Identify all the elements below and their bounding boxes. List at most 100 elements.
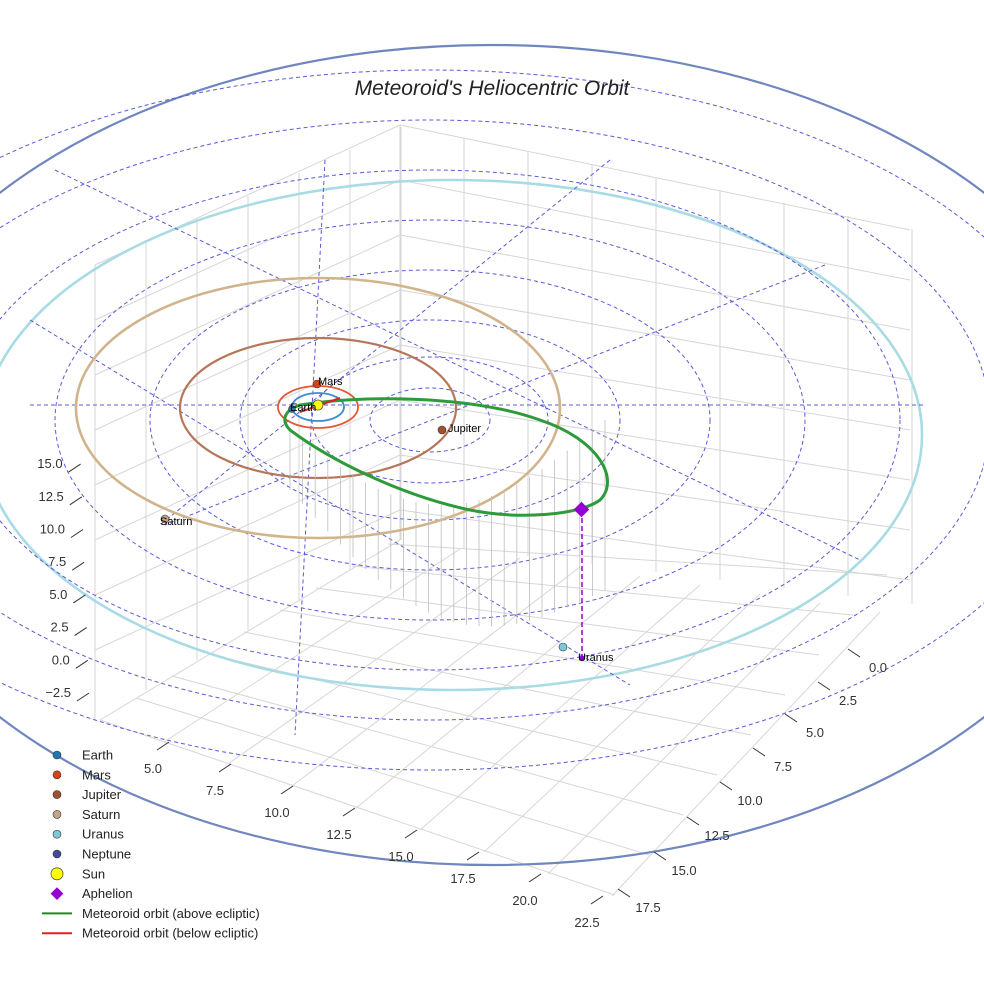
uranus-orbit: [0, 178, 924, 692]
axis-grid: [94, 124, 913, 897]
x-tick-label: 17.5: [450, 871, 475, 886]
y-tick-label: 0.0: [869, 660, 887, 675]
x-tick-mark: [218, 763, 232, 773]
y-tick-mark: [719, 781, 733, 791]
grid-line: [94, 179, 401, 321]
y-tick-label: 17.5: [635, 900, 660, 915]
z-tick-mark: [69, 496, 83, 506]
z-tick-label: 10.0: [40, 522, 65, 537]
axis-ticks: −2.5 0.0 2.5 5.0 7.5 10.0 12.5 15.0 5.0 7.5 10.0 12…: [37, 456, 887, 930]
grid-line: [399, 509, 911, 581]
y-tick-label: 2.5: [839, 693, 857, 708]
grid-line: [227, 557, 521, 765]
ecliptic-ring: [0, 69, 984, 771]
y-tick-label: 15.0: [671, 863, 696, 878]
legend-label: Neptune: [82, 847, 131, 862]
legend-marker: [50, 867, 64, 881]
legend-label: Meteoroid orbit (below ecliptic): [82, 926, 258, 941]
grid-line: [387, 543, 888, 576]
ecliptic-ring: [239, 319, 621, 521]
x-tick-mark: [466, 851, 480, 861]
grid-line: [399, 234, 911, 331]
aphelion-marker: [573, 501, 590, 518]
legend-marker: [52, 750, 62, 760]
grid-line: [171, 675, 684, 816]
y-tick-label: 7.5: [774, 759, 792, 774]
legend-label: Jupiter: [82, 787, 122, 802]
jupiter-orbit: [178, 336, 458, 480]
uranus-point: [558, 642, 568, 652]
ecliptic-radial: [159, 159, 611, 526]
ecliptic-ring: [0, 169, 901, 671]
neptune-ref-point: [579, 655, 585, 661]
chart-title: Meteoroid's Heliocentric Orbit: [355, 77, 631, 100]
legend: Earth Mars Jupiter Saturn Uranus Neptune Sun Ap…: [42, 748, 260, 941]
label-jupiter: Jupiter: [448, 423, 481, 435]
grid-line: [135, 697, 650, 856]
z-tick-mark: [75, 659, 89, 669]
grid-line: [279, 609, 786, 696]
z-tick-label: 7.5: [48, 554, 66, 569]
legend-label: Aphelion: [82, 886, 133, 901]
y-tick-mark: [653, 851, 667, 861]
drop-lines: [289, 420, 606, 627]
x-tick-mark: [528, 873, 542, 883]
x-tick-mark: [342, 807, 356, 817]
grid-line: [399, 179, 911, 281]
ecliptic-ring: [369, 387, 491, 453]
x-tick-label: 22.5: [574, 915, 599, 930]
z-tick-mark: [73, 594, 86, 604]
z-tick-label: 2.5: [51, 620, 69, 635]
legend-label: Earth: [82, 748, 113, 763]
label-earth: Earth: [290, 402, 316, 414]
x-tick-label: 12.5: [326, 827, 351, 842]
grid-line: [94, 289, 401, 431]
z-tick-mark: [74, 627, 87, 637]
label-uranus: Uranus: [578, 652, 614, 664]
ecliptic-ring: [0, 119, 984, 721]
label-saturn: Saturn: [160, 516, 192, 528]
ecliptic-grid: [0, 69, 984, 771]
ecliptic-radial: [54, 169, 861, 561]
sun-point: [312, 399, 324, 411]
grid-line: [243, 631, 752, 736]
x-tick-label: 10.0: [264, 805, 289, 820]
earth-point: [288, 405, 296, 413]
grid-line: [94, 399, 401, 541]
legend-label: Sun: [82, 866, 105, 881]
z-tick-mark: [70, 529, 84, 538]
legend-marker: [52, 770, 62, 780]
ecliptic-radial: [164, 264, 826, 526]
meteoroid-orbit-above: [283, 397, 609, 517]
ecliptic-ring: [149, 269, 711, 571]
ecliptic-radial: [294, 159, 326, 736]
grid-line: [315, 587, 820, 656]
z-tick-label: −2.5: [45, 685, 71, 700]
grid-line: [399, 399, 911, 481]
y-tick-label: 10.0: [737, 793, 762, 808]
x-tick-mark: [404, 829, 418, 839]
grid-line: [99, 539, 401, 721]
z-tick-label: 0.0: [52, 652, 70, 667]
grid-line: [94, 344, 401, 486]
y-tick-mark: [617, 888, 631, 898]
grid-line: [399, 124, 911, 231]
ecliptic-ring: [54, 219, 806, 621]
x-tick-label: 15.0: [388, 849, 413, 864]
z-tick-mark: [68, 463, 81, 473]
mars-point: [312, 379, 322, 389]
neptune-orbit: [0, 44, 984, 866]
ecliptic-radial: [29, 319, 631, 686]
z-tick-label: 5.0: [49, 587, 67, 602]
y-tick-mark: [686, 816, 700, 826]
grid-line: [399, 454, 911, 531]
z-tick-label: 15.0: [37, 456, 62, 471]
grid-line: [483, 593, 761, 853]
grid-line: [355, 575, 641, 809]
grid-line: [94, 234, 401, 376]
z-tick-label: 12.5: [38, 489, 63, 504]
y-tick-mark: [847, 648, 861, 658]
grid-line: [94, 454, 401, 596]
x-tick-mark: [280, 785, 294, 795]
